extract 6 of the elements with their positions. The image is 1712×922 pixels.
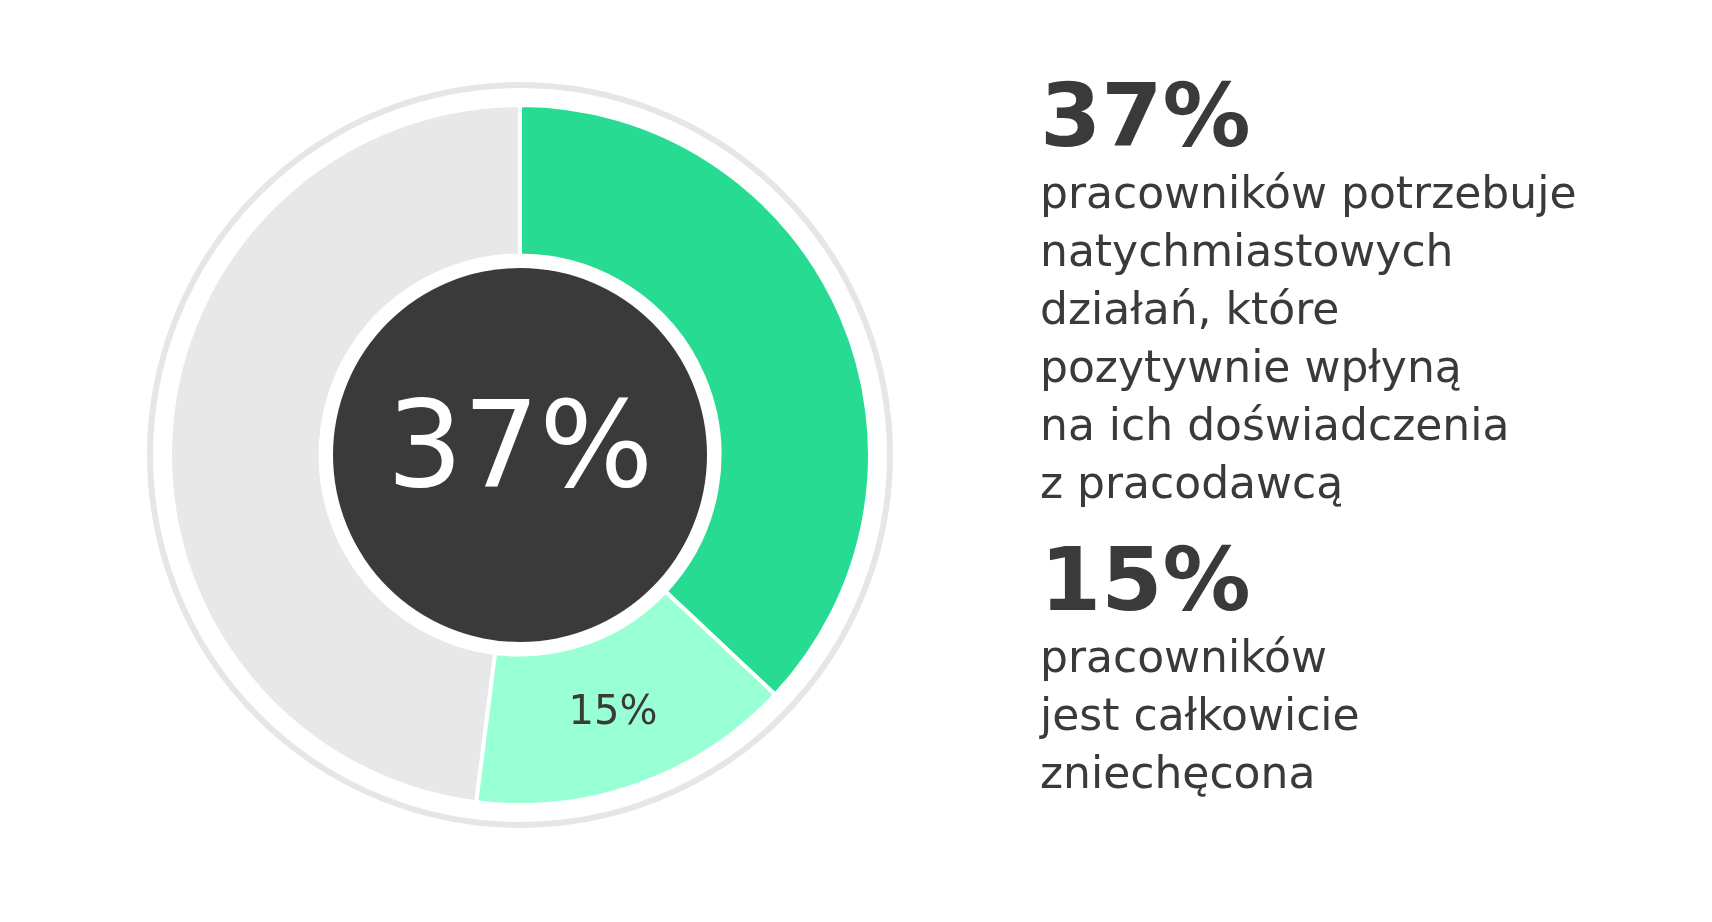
data-label: 15% [568, 686, 658, 733]
text: 15% [1040, 528, 1252, 631]
text: pracowników potrzebuje natychmiastowych działań, które pozytywnie wpłyną na ich doświadczenia z pracodawcą [1040, 166, 1578, 510]
text: 37% [386, 375, 654, 515]
text: 37% [1040, 64, 1252, 167]
text: pracowników jest całkowicie zniechęcona [1040, 630, 1361, 800]
